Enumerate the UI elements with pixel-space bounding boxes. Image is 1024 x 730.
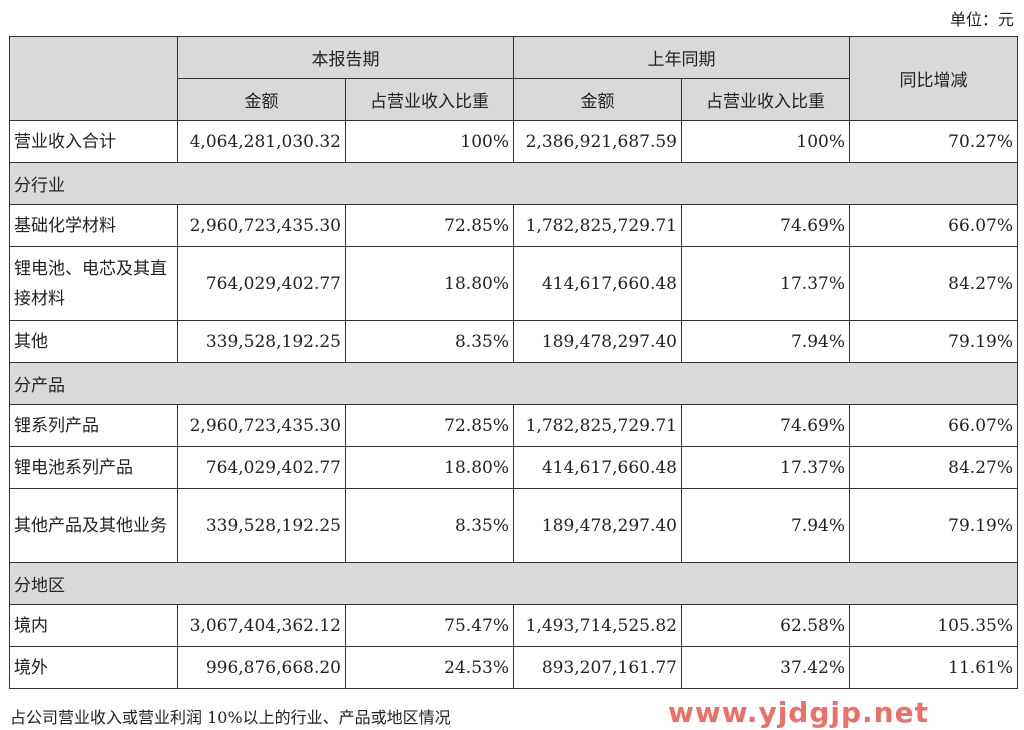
row-prior-share: 17.37%: [681, 246, 850, 321]
row-prior-share: 37.42%: [681, 646, 850, 689]
row-yoy: 84.27%: [849, 446, 1018, 489]
row-prior-amount: 189,478,297.40: [513, 488, 682, 563]
row-yoy: 66.07%: [849, 204, 1018, 247]
row-current-share: 18.80%: [345, 446, 514, 489]
header-prior-amount: 金额: [513, 78, 682, 121]
header-yoy: 同比增减: [849, 36, 1018, 121]
watermark: www.yjdgjp.net: [668, 696, 929, 729]
row-prior-amount: 1,782,825,729.71: [513, 404, 682, 447]
section-title: 分地区: [9, 562, 1018, 605]
row-prior-amount: 893,207,161.77: [513, 646, 682, 689]
row-current-share: 72.85%: [345, 204, 514, 247]
header-current-amount: 金额: [177, 78, 346, 121]
row-current-share: 18.80%: [345, 246, 514, 321]
row-current-amount: 3,067,404,362.12: [177, 604, 346, 647]
table-row: 锂系列产品 2,960,723,435.30 72.85% 1,782,825,729…: [9, 404, 1018, 447]
footnote: 占公司营业收入或营业利润 10%以上的行业、产品或地区情况: [10, 708, 451, 727]
revenue-table: 本报告期 上年同期 同比增减 金额 占营业收入比重 金额 占营业收入比重 营业收…: [9, 36, 1018, 689]
row-prior-amount: 189,478,297.40: [513, 320, 682, 363]
row-yoy: 11.61%: [849, 646, 1018, 689]
row-yoy: 105.35%: [849, 604, 1018, 647]
section-title: 分行业: [9, 162, 1018, 205]
section-title: 分产品: [9, 362, 1018, 405]
table-row: 其他 339,528,192.25 8.35% 189,478,297.40 7.94%…: [9, 320, 1018, 363]
row-prior-share: 7.94%: [681, 488, 850, 563]
row-current-amount: 339,528,192.25: [177, 320, 346, 363]
total-row: 营业收入合计 4,064,281,030.32 100% 2,386,921,6…: [9, 120, 1018, 163]
row-label: 锂电池系列产品: [9, 446, 178, 489]
row-label: 境外: [9, 646, 178, 689]
row-prior-share: 74.69%: [681, 404, 850, 447]
row-yoy: 66.07%: [849, 404, 1018, 447]
row-current-share: 8.35%: [345, 320, 514, 363]
table-row: 境内 3,067,404,362.12 75.47% 1,493,714,525.82…: [9, 604, 1018, 647]
row-prior-share: 7.94%: [681, 320, 850, 363]
row-prior-amount: 1,493,714,525.82: [513, 604, 682, 647]
row-current-amount: 339,528,192.25: [177, 488, 346, 563]
total-current-amount: 4,064,281,030.32: [177, 120, 346, 163]
table-row: 锂电池、电芯及其直接材料 764,029,402.77 18.80% 414,617,…: [9, 246, 1018, 321]
row-label: 锂系列产品: [9, 404, 178, 447]
row-current-share: 8.35%: [345, 488, 514, 563]
row-label: 其他: [9, 320, 178, 363]
row-label: 基础化学材料: [9, 204, 178, 247]
row-current-amount: 996,876,668.20: [177, 646, 346, 689]
row-current-amount: 764,029,402.77: [177, 446, 346, 489]
table-row: 锂电池系列产品 764,029,402.77 18.80% 414,617,660.4…: [9, 446, 1018, 489]
row-yoy: 84.27%: [849, 246, 1018, 321]
total-prior-amount: 2,386,921,687.59: [513, 120, 682, 163]
row-label: 锂电池、电芯及其直接材料: [9, 246, 178, 321]
row-prior-share: 62.58%: [681, 604, 850, 647]
row-current-share: 24.53%: [345, 646, 514, 689]
header-prior-period: 上年同期: [513, 36, 850, 79]
total-yoy: 70.27%: [849, 120, 1018, 163]
row-prior-share: 74.69%: [681, 204, 850, 247]
header-current-share: 占营业收入比重: [345, 78, 514, 121]
header-prior-share: 占营业收入比重: [681, 78, 850, 121]
section-row: 分地区: [9, 562, 1018, 605]
total-current-share: 100%: [345, 120, 514, 163]
header-row-2: 金额 占营业收入比重 金额 占营业收入比重: [10, 78, 1018, 121]
header-blank-cell: [9, 36, 178, 121]
total-prior-share: 100%: [681, 120, 850, 163]
row-current-amount: 764,029,402.77: [177, 246, 346, 321]
row-current-amount: 2,960,723,435.30: [177, 404, 346, 447]
total-label: 营业收入合计: [9, 120, 178, 163]
row-yoy: 79.19%: [849, 488, 1018, 563]
header-row-1: 本报告期 上年同期 同比增减: [9, 36, 1018, 121]
section-row: 分产品: [9, 362, 1018, 405]
row-current-amount: 2,960,723,435.30: [177, 204, 346, 247]
row-label: 境内: [9, 604, 178, 647]
row-current-share: 72.85%: [345, 404, 514, 447]
section-row: 分行业: [9, 162, 1018, 205]
table-row: 境外 996,876,668.20 24.53% 893,207,161.77 37.4…: [9, 646, 1018, 689]
table-row: 其他产品及其他业务 339,528,192.25 8.35% 189,478,297.…: [9, 488, 1018, 563]
row-yoy: 79.19%: [849, 320, 1018, 363]
unit-label: 单位：元: [949, 10, 1014, 29]
row-prior-amount: 414,617,660.48: [513, 246, 682, 321]
table-row: 基础化学材料 2,960,723,435.30 72.85% 1,782,825,72…: [9, 204, 1018, 247]
row-prior-share: 17.37%: [681, 446, 850, 489]
row-current-share: 75.47%: [345, 604, 514, 647]
row-prior-amount: 414,617,660.48: [513, 446, 682, 489]
row-prior-amount: 1,782,825,729.71: [513, 204, 682, 247]
header-current-period: 本报告期: [177, 36, 514, 79]
row-label: 其他产品及其他业务: [9, 488, 178, 563]
